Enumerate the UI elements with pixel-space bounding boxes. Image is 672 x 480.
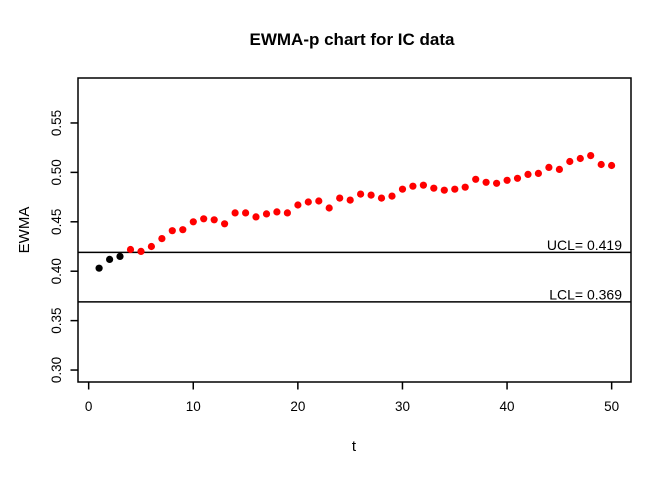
- chart-title: EWMA-p chart for IC data: [250, 30, 455, 49]
- data-point: [472, 175, 480, 183]
- data-point: [513, 174, 522, 182]
- data-point: [106, 255, 114, 263]
- data-point: [116, 252, 124, 260]
- data-point: [587, 152, 595, 160]
- data-point: [503, 176, 511, 184]
- data-point: [576, 154, 584, 163]
- data-point: [545, 163, 553, 171]
- data-point: [346, 196, 354, 204]
- data-point: [493, 179, 501, 187]
- data-point: [419, 181, 427, 189]
- data-point: [221, 220, 229, 228]
- data-point: [242, 209, 250, 217]
- data-point: [189, 218, 197, 226]
- data-point: [597, 160, 605, 169]
- ucl-label: UCL= 0.419: [547, 237, 622, 253]
- lcl-label: LCL= 0.369: [549, 286, 622, 302]
- data-point: [555, 165, 564, 173]
- data-point: [325, 204, 333, 212]
- data-point: [283, 209, 291, 217]
- x-tick-label: 10: [186, 399, 201, 414]
- data-point: [357, 190, 365, 198]
- plot-frame: [77, 77, 632, 383]
- data-point: [304, 198, 312, 206]
- x-tick-label: 30: [395, 399, 410, 414]
- data-point: [534, 169, 543, 177]
- data-point: [126, 245, 135, 254]
- data-point: [95, 264, 103, 272]
- data-point: [482, 178, 490, 186]
- data-point: [566, 157, 574, 166]
- x-tick-label: 50: [604, 399, 619, 414]
- data-point: [315, 197, 323, 205]
- data-point: [210, 216, 218, 224]
- data-point: [179, 226, 187, 234]
- data-point: [388, 192, 396, 200]
- x-tick-label: 40: [500, 399, 515, 414]
- data-point: [137, 247, 145, 255]
- data-point: [231, 209, 239, 217]
- x-tick-label: 20: [290, 399, 305, 414]
- data-point: [158, 235, 166, 243]
- data-point: [430, 184, 438, 192]
- data-point: [168, 227, 176, 235]
- data-point: [200, 215, 208, 223]
- data-point: [294, 201, 302, 209]
- data-point: [398, 185, 407, 193]
- data-point: [524, 170, 532, 178]
- y-tick-label: 0.40: [49, 258, 64, 284]
- x-axis-label: t: [352, 438, 357, 455]
- x-tick-label: 0: [85, 399, 93, 414]
- y-tick-label: 0.30: [49, 357, 64, 383]
- data-point: [608, 161, 616, 170]
- data-point: [262, 210, 271, 218]
- y-tick-label: 0.55: [49, 110, 64, 136]
- y-axis-label: EWMA: [16, 207, 33, 254]
- data-point: [252, 213, 260, 221]
- data-point: [336, 194, 344, 202]
- data-point: [461, 183, 469, 191]
- y-tick-label: 0.50: [49, 159, 64, 185]
- data-point: [367, 191, 375, 199]
- data-point: [409, 182, 417, 190]
- data-point: [273, 208, 281, 216]
- data-point: [440, 186, 448, 194]
- data-point: [147, 242, 155, 251]
- y-tick-label: 0.45: [49, 209, 64, 235]
- data-point: [451, 185, 459, 193]
- plot-dynamic-layer: 0 10 20 30 40 50 0.30 0.35 0.40 0.45 0.50 0.55 UCL= …: [49, 77, 632, 414]
- data-point: [377, 194, 386, 202]
- y-tick-label: 0.35: [49, 307, 64, 333]
